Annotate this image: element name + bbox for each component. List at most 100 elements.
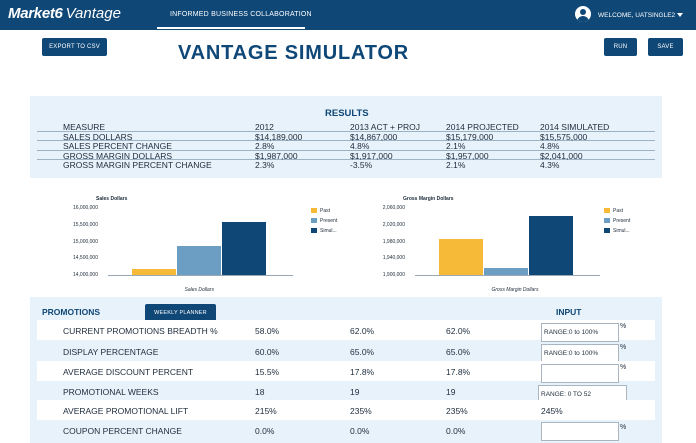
app-logo[interactable]: Market6 Vantage	[8, 5, 121, 22]
weekly-planner-button[interactable]: WEEKLY PLANNER	[145, 304, 216, 322]
promotion-row: AVERAGE DISCOUNT PERCENT 15.5% 17.8% 17.…	[37, 361, 655, 381]
promotion-label: AVERAGE DISCOUNT PERCENT	[63, 367, 194, 377]
promotion-value: 17.8%	[350, 367, 375, 377]
legend-item: Past	[311, 208, 330, 214]
results-header-row: MEASURE 2012 2013 ACT + PROJ 2014 PROJEC…	[37, 122, 655, 132]
promotion-value: 17.8%	[446, 367, 471, 377]
legend-label: Simul...	[320, 228, 337, 234]
page-title: VANTAGE SIMULATOR	[178, 42, 410, 64]
promotion-value: 0.0%	[255, 426, 275, 436]
table-cell: $1,957,000	[446, 150, 489, 161]
table-cell: $14,867,000	[350, 131, 398, 142]
legend-label: Simul...	[613, 228, 630, 234]
weekly-planner-label: WEEKLY PLANNER	[154, 310, 207, 316]
promotion-value: 65.0%	[446, 347, 471, 357]
promotion-value: 62.0%	[446, 326, 471, 336]
table-cell: $1,987,000	[255, 150, 298, 161]
table-row: SALES PERCENT CHANGE 2.8% 4.8% 2.1% 4.8%	[37, 141, 655, 151]
y-tick-label: 14,000,000	[72, 272, 98, 278]
average-discount-input[interactable]	[541, 364, 619, 383]
promotion-value: 18	[255, 387, 265, 397]
table-cell: $1,917,000	[350, 150, 393, 161]
chart-x-axis-label: Gross Margin Dollars	[491, 287, 539, 293]
promotion-row: CURRENT PROMOTIONS BREADTH % 58.0% 62.0%…	[37, 320, 655, 340]
legend-swatch	[311, 228, 317, 234]
bar-past	[439, 238, 483, 275]
promotion-row: PROMOTIONAL WEEKS 18 19 19	[37, 381, 655, 401]
table-cell: $15,179,000	[446, 131, 494, 142]
promotion-label: COUPON PERCENT CHANGE	[63, 426, 182, 436]
legend-swatch	[311, 218, 317, 224]
y-tick-label: 14,500,000	[72, 255, 98, 262]
promotion-label: PROMOTIONAL WEEKS	[63, 387, 159, 397]
welcome-user-label[interactable]: WELCOME, UATSINGLE2	[598, 12, 676, 19]
legend-item: Past	[604, 208, 623, 214]
legend-swatch	[311, 208, 317, 214]
user-avatar-icon[interactable]	[575, 6, 591, 22]
promotion-value: 215%	[255, 406, 277, 416]
bar-simul	[222, 222, 266, 275]
table-row: SALES DOLLARS $14,189,000 $14,867,000 $1…	[37, 132, 655, 142]
tab-informed-business-collaboration[interactable]: INFORMED BUSINESS COLLABORATION	[170, 11, 312, 18]
promotion-value: 60.0%	[255, 347, 280, 357]
percent-unit: %	[620, 344, 627, 351]
table-cell: $14,189,000	[255, 131, 303, 142]
chart-title: Sales Dollars	[96, 196, 128, 202]
promotion-row: COUPON PERCENT CHANGE 0.0% 0.0% 0.0%	[37, 420, 655, 440]
coupon-percent-input[interactable]	[541, 422, 619, 441]
y-tick-label: 1,980,000	[382, 238, 405, 245]
bar-past	[132, 268, 176, 275]
chevron-down-icon[interactable]	[677, 13, 683, 17]
bar-present	[177, 245, 221, 275]
bar-present	[484, 267, 528, 275]
promotion-label: CURRENT PROMOTIONS BREADTH %	[63, 326, 218, 336]
table-cell: GROSS MARGIN DOLLARS	[63, 150, 173, 161]
promotion-label: DISPLAY PERCENTAGE	[63, 347, 159, 357]
table-cell: 4.3%	[540, 160, 560, 170]
table-cell: $15,575,000	[540, 131, 588, 142]
promotion-label: AVERAGE PROMOTIONAL LIFT	[63, 406, 189, 416]
legend-item: Simul...	[604, 228, 630, 234]
promotion-value: 235%	[350, 406, 372, 416]
y-tick-label: 2,060,000	[382, 205, 405, 211]
export-button-label: EXPORT TO CSV	[49, 44, 100, 50]
x-axis-line	[415, 275, 600, 276]
table-cell: -3.5%	[350, 160, 373, 170]
legend-item: Present	[604, 218, 630, 224]
y-tick-label: 15,000,000	[72, 238, 98, 245]
promotion-row: AVERAGE PROMOTIONAL LIFT 215% 235% 235% …	[37, 400, 655, 420]
y-tick-label: 16,000,000	[72, 205, 98, 211]
promotion-value: 0.0%	[350, 426, 370, 436]
table-cell: SALES DOLLARS	[63, 131, 133, 142]
legend-label: Past	[320, 208, 331, 214]
table-cell: 2.3%	[255, 160, 275, 170]
table-cell: 4.8%	[540, 141, 560, 151]
results-header-cell: 2014 SIMULATED	[540, 122, 610, 132]
promotion-value: 19	[446, 387, 456, 397]
table-row: GROSS MARGIN DOLLARS $1,987,000 $1,917,0…	[37, 151, 655, 161]
input-column-title: INPUT	[556, 307, 582, 317]
save-button[interactable]: SAVE	[648, 38, 683, 56]
table-cell: 2.1%	[446, 160, 466, 170]
promotion-value: 58.0%	[255, 326, 280, 336]
run-button[interactable]: RUN	[604, 38, 637, 56]
promotion-value: 65.0%	[350, 347, 375, 357]
table-cell: $2,041,000	[540, 150, 583, 161]
promotions-title: PROMOTIONS	[42, 307, 101, 317]
legend-label: Present	[320, 218, 338, 224]
promotional-lift-simulated: 245%	[541, 406, 563, 416]
logo-brand: Market6	[8, 5, 63, 22]
results-header-cell: 2013 ACT + PROJ	[350, 122, 421, 132]
table-cell: GROSS MARGIN PERCENT CHANGE	[63, 160, 212, 170]
results-header-cell: 2012	[255, 122, 274, 132]
chart-x-axis-label: Sales Dollars	[184, 287, 214, 293]
table-cell: 2.8%	[255, 141, 275, 151]
promotion-value: 0.0%	[446, 426, 466, 436]
results-header-cell: MEASURE	[63, 122, 106, 132]
export-to-csv-button[interactable]: EXPORT TO CSV	[42, 38, 107, 56]
breadth-input[interactable]: RANGE:0 to 100%	[541, 323, 619, 342]
legend-item: Present	[311, 218, 337, 224]
x-axis-line	[108, 275, 293, 276]
results-title: RESULTS	[325, 108, 369, 119]
legend-swatch	[604, 208, 610, 214]
